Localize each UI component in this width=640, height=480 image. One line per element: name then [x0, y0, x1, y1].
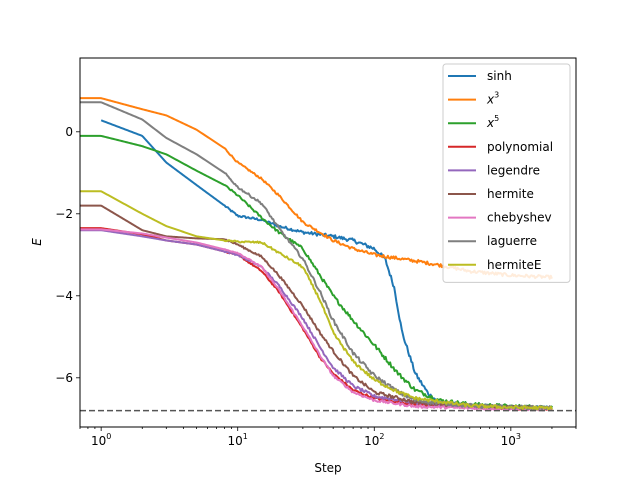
- legend-label-1: x3: [486, 91, 499, 107]
- y-tick-label-2: −4: [55, 289, 73, 303]
- legend-label-5: hermite: [487, 187, 534, 201]
- y-tick-label-0: 0: [65, 125, 73, 139]
- legend-label-0: sinh: [487, 69, 512, 83]
- series-lines: [80, 97, 553, 412]
- y-axis-ticks: 0 −2 −4 −6: [55, 125, 80, 385]
- series-line-8: [80, 190, 553, 411]
- x-axis-ticks: 100 101 102 103: [79, 427, 577, 448]
- y-tick-label-3: −6: [55, 371, 73, 385]
- legend-label-3: polynomial: [487, 140, 553, 154]
- plot-frame: [79, 57, 577, 428]
- legend: sinh x3 x5 polynomial legendre hermite chebysh…: [442, 63, 571, 283]
- legend-box: [442, 63, 571, 283]
- x-tick-label-2: 102: [364, 432, 384, 448]
- legend-label-6: chebyshev: [487, 211, 552, 225]
- x-tick-label-1: 101: [228, 432, 248, 448]
- y-axis-label: E: [30, 238, 44, 246]
- legend-label-7: laguerre: [487, 234, 537, 248]
- legend-label-2: x5: [486, 114, 499, 130]
- y-tick-label-1: −2: [55, 207, 73, 221]
- x-tick-label-0: 100: [91, 432, 111, 448]
- series-line-6: [80, 228, 553, 412]
- x-axis-label: Step: [314, 461, 341, 475]
- legend-label-8: hermiteE: [487, 258, 541, 272]
- x-tick-label-3: 103: [501, 432, 521, 448]
- legend-label-4: legendre: [487, 163, 540, 177]
